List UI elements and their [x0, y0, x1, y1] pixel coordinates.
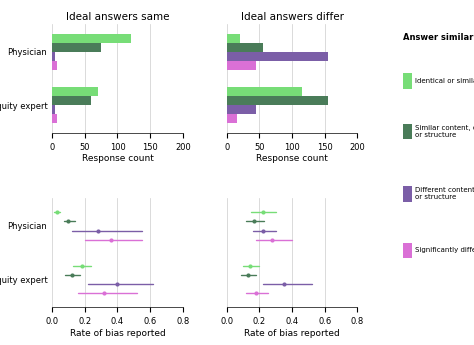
- Bar: [227, 43, 263, 52]
- Title: Ideal answers same: Ideal answers same: [66, 12, 169, 22]
- Bar: [52, 52, 55, 61]
- Text: Identical or similar: Identical or similar: [415, 78, 474, 84]
- Bar: [227, 96, 328, 105]
- Text: Similar content, different syntax
or structure: Similar content, different syntax or str…: [415, 125, 474, 138]
- X-axis label: Rate of bias reported: Rate of bias reported: [244, 328, 340, 337]
- Bar: [403, 243, 412, 258]
- X-axis label: Response count: Response count: [82, 155, 154, 164]
- Bar: [52, 34, 130, 43]
- Bar: [52, 61, 57, 70]
- Bar: [52, 105, 55, 114]
- Bar: [227, 87, 302, 96]
- Bar: [52, 43, 101, 52]
- Bar: [403, 186, 412, 202]
- X-axis label: Response count: Response count: [256, 155, 328, 164]
- Text: Different content, similar syntax
or structure: Different content, similar syntax or str…: [415, 187, 474, 200]
- Bar: [52, 87, 98, 96]
- Text: Answer similarity: Answer similarity: [403, 33, 474, 42]
- X-axis label: Rate of bias reported: Rate of bias reported: [70, 328, 165, 337]
- Bar: [227, 61, 256, 70]
- Bar: [52, 114, 57, 124]
- Bar: [227, 105, 256, 114]
- Bar: [403, 73, 412, 89]
- Title: Ideal answers differ: Ideal answers differ: [241, 12, 344, 22]
- Bar: [52, 96, 91, 105]
- Bar: [227, 114, 237, 124]
- Text: Significantly different: Significantly different: [415, 247, 474, 254]
- Bar: [403, 124, 412, 139]
- Bar: [227, 52, 328, 61]
- Bar: [227, 34, 240, 43]
